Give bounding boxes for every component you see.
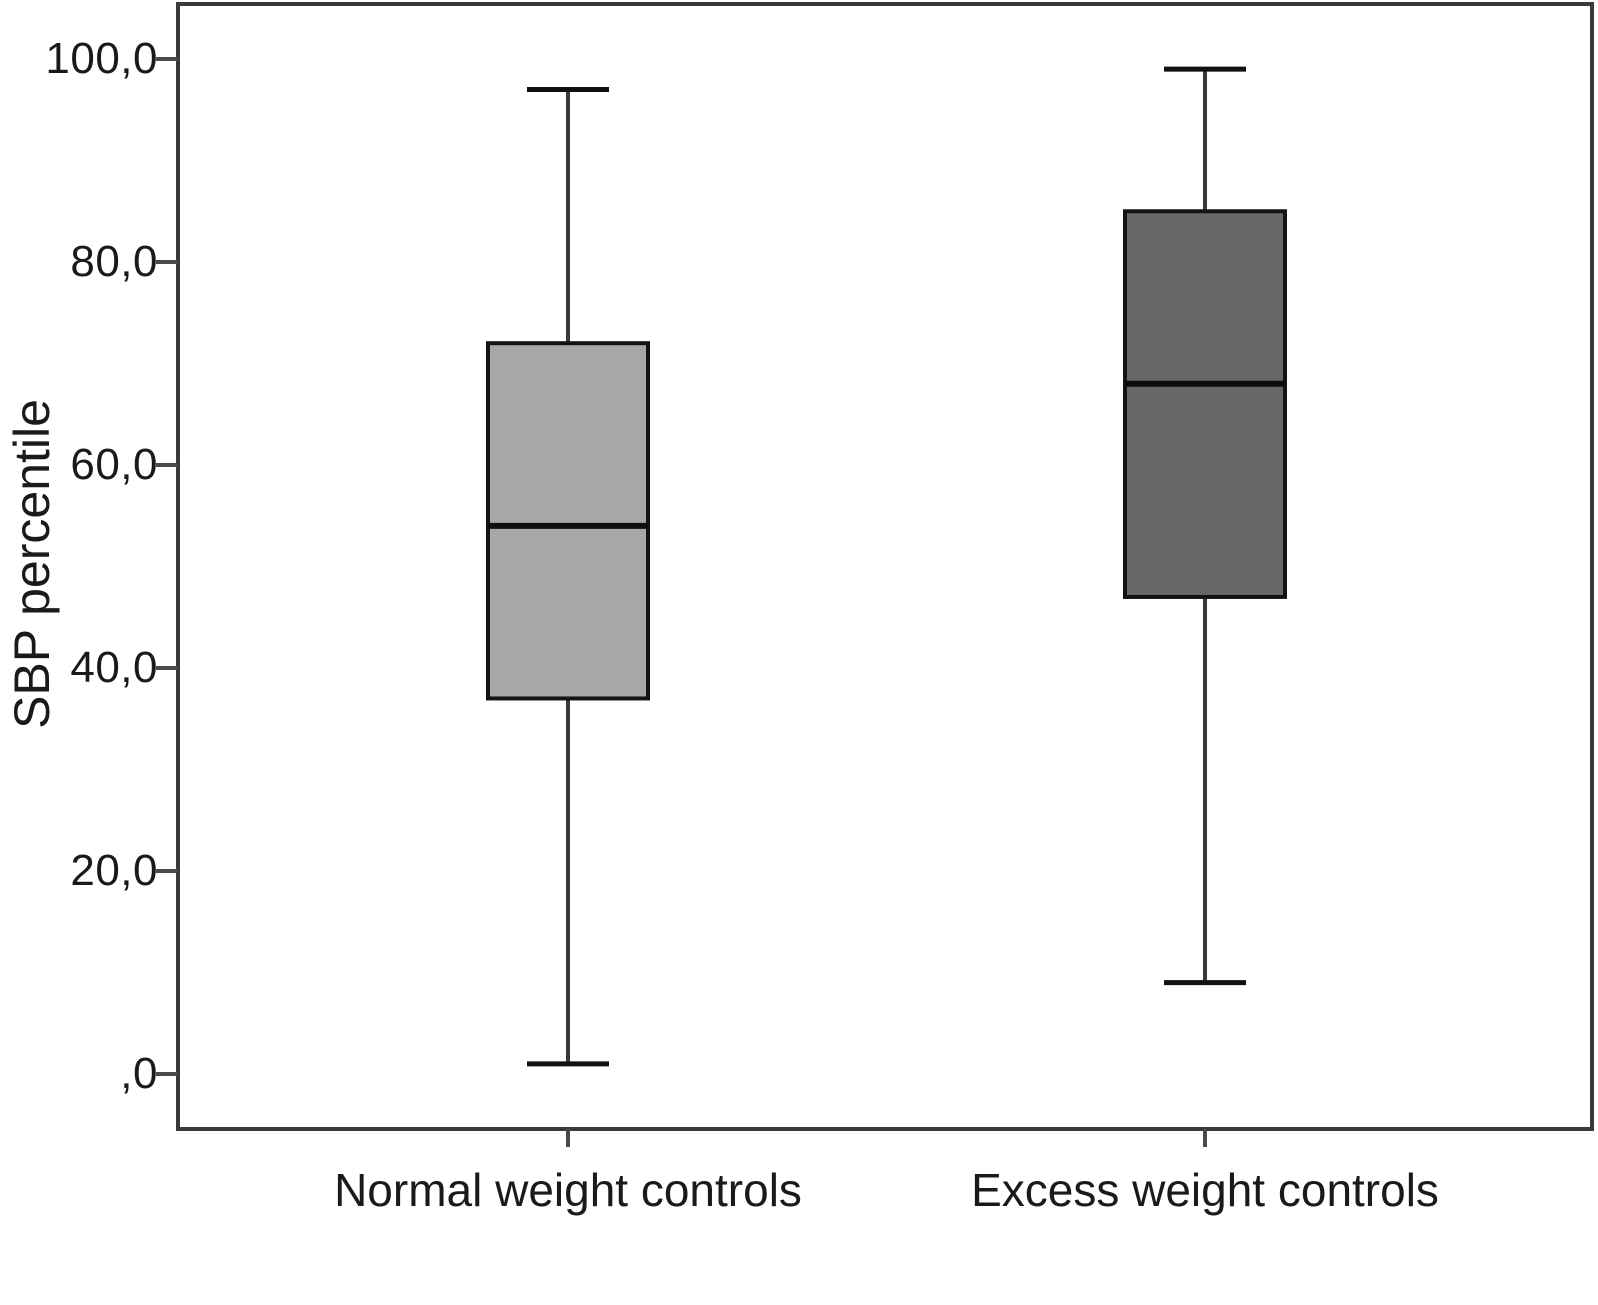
y-axis-title: SBP percentile — [4, 399, 60, 729]
y-tick-label: 60,0 — [70, 440, 158, 489]
plot-frame — [176, 2, 1594, 1131]
iqr-box — [486, 341, 650, 701]
y-tick-label: 80,0 — [70, 237, 158, 286]
iqr-box — [1123, 209, 1287, 599]
y-tick-label: 20,0 — [70, 846, 158, 895]
y-tick-label: 100,0 — [45, 34, 158, 83]
y-tick-label: ,0 — [120, 1049, 158, 1098]
x-category-label: Excess weight controls — [971, 1164, 1439, 1216]
y-tick-label: 40,0 — [70, 643, 158, 692]
x-category-label: Normal weight controls — [334, 1164, 802, 1216]
